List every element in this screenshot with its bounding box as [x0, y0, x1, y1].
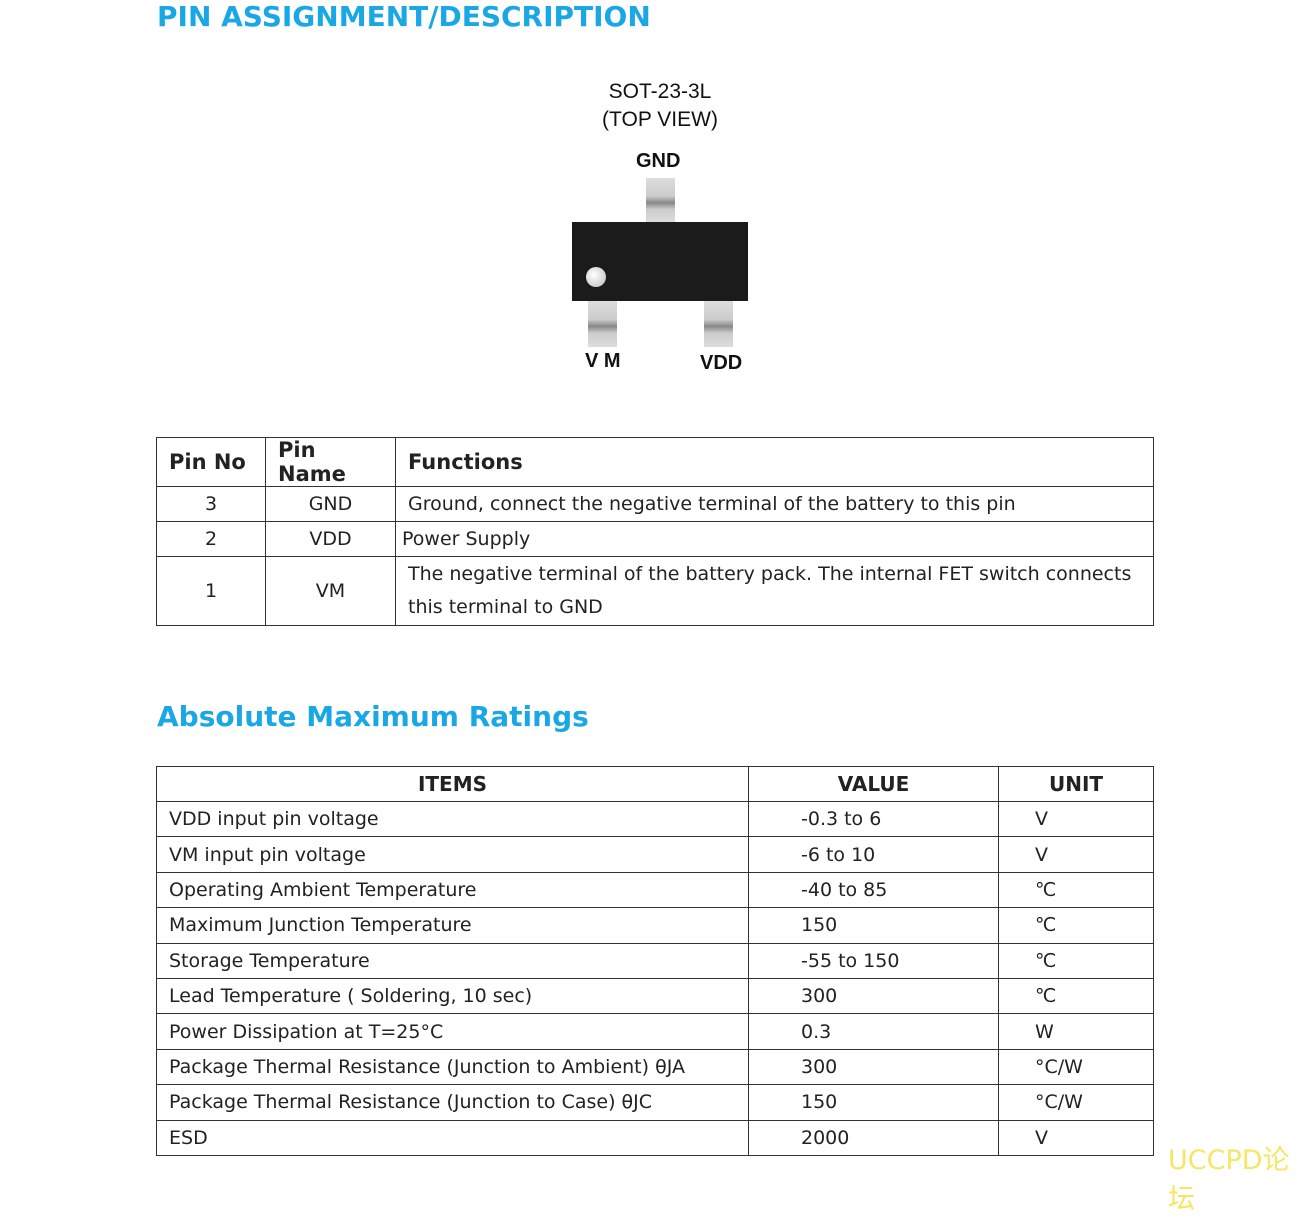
- header-items: ITEMS: [156, 766, 749, 802]
- rating-value: 150: [748, 1084, 999, 1121]
- rating-item: Package Thermal Resistance (Junction to …: [156, 1048, 749, 1086]
- pin-name: GND: [265, 486, 396, 522]
- rating-value: -55 to 150: [748, 942, 999, 979]
- rating-value: 300: [748, 1048, 999, 1086]
- rating-unit: ℃: [998, 871, 1154, 909]
- table-row: 3 GND Ground, connect the negative termina…: [156, 486, 1154, 522]
- rating-value: 0.3: [748, 1013, 999, 1050]
- table-row: Maximum Junction Temperature 150 ℃: [156, 907, 1154, 944]
- rating-unit: ℃: [998, 907, 1154, 944]
- table-row: Lead Temperature ( Soldering, 10 sec) 300…: [156, 977, 1154, 1015]
- watermark: UCCPD论坛: [1168, 1145, 1290, 1215]
- header-pin-no: Pin No: [156, 437, 266, 487]
- section-title-ratings: Absolute Maximum Ratings: [157, 700, 589, 733]
- pin-no: 2: [156, 521, 266, 557]
- table-row: Storage Temperature -55 to 150 ℃: [156, 942, 1154, 979]
- rating-unit: °C/W: [998, 1048, 1154, 1086]
- pin-label-vdd: VDD: [700, 352, 743, 374]
- rating-value: 2000: [748, 1119, 999, 1156]
- chip-body: [572, 222, 748, 301]
- table-row: ESD 2000 V: [156, 1119, 1154, 1156]
- table-row: Operating Ambient Temperature -40 to 85 ℃: [156, 871, 1154, 909]
- pin-name: VDD: [265, 521, 396, 557]
- table-row: VM input pin voltage -6 to 10 V: [156, 836, 1154, 873]
- rating-unit: W: [998, 1013, 1154, 1050]
- rating-item: ESD: [156, 1119, 749, 1156]
- pin-no: 3: [156, 486, 266, 522]
- header-value: VALUE: [748, 766, 999, 802]
- rating-value: -0.3 to 6: [748, 800, 999, 838]
- section-title-pin-assignment: PIN ASSIGNMENT/DESCRIPTION: [157, 0, 651, 33]
- rating-item: Storage Temperature: [156, 942, 749, 979]
- table-row: Package Thermal Resistance (Junction to …: [156, 1084, 1154, 1121]
- pin-function: The negative terminal of the battery pac…: [395, 556, 1154, 626]
- table-header: ITEMS VALUE UNIT: [156, 766, 1154, 802]
- rating-item: Operating Ambient Temperature: [156, 871, 749, 909]
- table-row: 2 VDD Power Supply: [156, 521, 1154, 557]
- package-view: (TOP VIEW): [602, 108, 718, 131]
- pin-no: 1: [156, 556, 266, 626]
- pin-function: Power Supply: [395, 521, 1154, 557]
- pin-label-gnd: GND: [636, 150, 681, 172]
- rating-value: -6 to 10: [748, 836, 999, 873]
- rating-unit: ℃: [998, 942, 1154, 979]
- rating-item: Package Thermal Resistance (Junction to …: [156, 1084, 749, 1121]
- pin-lead-gnd: [646, 178, 675, 223]
- rating-unit: °C/W: [998, 1084, 1154, 1121]
- pin-label-vm: V M: [585, 350, 621, 372]
- rating-value: 150: [748, 907, 999, 944]
- rating-unit: V: [998, 800, 1154, 838]
- pin-lead-vdd: [704, 301, 733, 347]
- table-header: Pin No Pin Name Functions: [156, 437, 1154, 487]
- rating-item: Maximum Junction Temperature: [156, 907, 749, 944]
- package-name: SOT-23-3L: [608, 80, 712, 103]
- pin-function: Ground, connect the negative terminal of…: [395, 486, 1154, 522]
- rating-unit: ℃: [998, 977, 1154, 1015]
- ratings-table: ITEMS VALUE UNIT VDD input pin voltage -0.3…: [156, 766, 1154, 1156]
- rating-value: -40 to 85: [748, 871, 999, 909]
- header-functions: Functions: [395, 437, 1154, 487]
- rating-item: VDD input pin voltage: [156, 800, 749, 838]
- header-pin-name: Pin Name: [265, 437, 396, 487]
- header-unit: UNIT: [998, 766, 1154, 802]
- pin-table: Pin No Pin Name Functions 3 GND Ground, conn…: [156, 437, 1154, 626]
- rating-item: Lead Temperature ( Soldering, 10 sec): [156, 977, 749, 1015]
- pin-name: VM: [265, 556, 396, 626]
- package-caption: SOT-23-3L (TOP VIEW): [560, 78, 760, 134]
- pin-lead-vm: [588, 301, 617, 347]
- rating-unit: V: [998, 1119, 1154, 1156]
- rating-unit: V: [998, 836, 1154, 873]
- rating-item: VM input pin voltage: [156, 836, 749, 873]
- rating-item: Power Dissipation at T=25°C: [156, 1013, 749, 1050]
- table-row: Package Thermal Resistance (Junction to …: [156, 1048, 1154, 1086]
- table-row: 1 VM The negative terminal of the battery …: [156, 556, 1154, 626]
- table-row: Power Dissipation at T=25°C 0.3 W: [156, 1013, 1154, 1050]
- pin1-marker: [586, 267, 606, 287]
- rating-value: 300: [748, 977, 999, 1015]
